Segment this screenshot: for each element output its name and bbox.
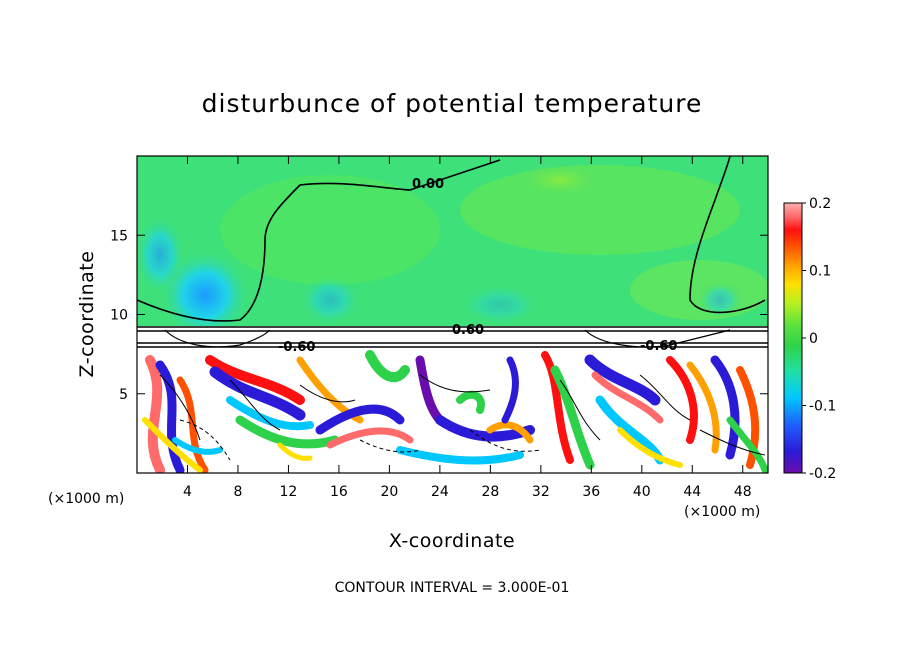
turbulent-eddies	[142, 350, 768, 473]
colorbar	[783, 202, 803, 474]
x-tick-label: 48	[734, 484, 752, 500]
contour-label-1: 0.60	[452, 323, 484, 338]
x-tick-label: 36	[582, 484, 600, 500]
inversion-contours	[137, 326, 768, 348]
contour-interval-note: CONTOUR INTERVAL = 3.000E-01	[335, 580, 570, 596]
contour-label-2: -0.60	[278, 340, 315, 355]
colorbar-tick-label: 0	[809, 331, 818, 347]
x-tick-label: 8	[233, 484, 242, 500]
contour-label-3: -0.60	[640, 339, 677, 354]
colorbar-tick-label: 0.1	[809, 264, 831, 280]
x-tick-label: 12	[280, 484, 298, 500]
x-tick-label: 44	[683, 484, 701, 500]
contour-label-0: 0.00	[412, 177, 444, 192]
x-tick-label: 4	[183, 484, 192, 500]
x-tick-label: 32	[532, 484, 550, 500]
cold-anomaly-blob	[160, 250, 250, 340]
y-tick-label: 10	[110, 308, 128, 324]
colorbar-tick-label: 0.2	[809, 196, 831, 212]
y-tick-label: 15	[110, 228, 128, 244]
x-unit-label: (×1000 m)	[684, 504, 760, 520]
colorbar-tick-label: -0.1	[809, 399, 836, 415]
x-tick-label: 28	[481, 484, 499, 500]
x-axis-ticks: 4 8 12 16 20 24 28 32 36 40 44 48	[183, 156, 752, 500]
plot-area: 0.00 0.60 -0.60 -0.60	[137, 156, 768, 473]
contour-zero-right	[689, 156, 766, 314]
x-tick-label: 40	[633, 484, 651, 500]
y-axis-ticks: 5 10 15	[110, 228, 768, 403]
x-tick-label: 20	[380, 484, 398, 500]
contour-zero-upper	[137, 159, 501, 322]
contour-lines	[137, 156, 768, 461]
y-axis-label: Z-coordinate	[76, 251, 98, 378]
x-tick-label: 24	[431, 484, 449, 500]
y-tick-label: 5	[119, 387, 128, 403]
colorbar-tick-label: -0.2	[809, 466, 836, 482]
colorbar-ticks: 0.2 0.1 0 -0.1 -0.2	[802, 196, 836, 482]
x-tick-label: 16	[330, 484, 348, 500]
z-unit-label: (×1000 m)	[48, 491, 124, 507]
x-axis-label: X-coordinate	[389, 530, 515, 552]
chart-title: disturbunce of potential temperature	[202, 89, 703, 118]
